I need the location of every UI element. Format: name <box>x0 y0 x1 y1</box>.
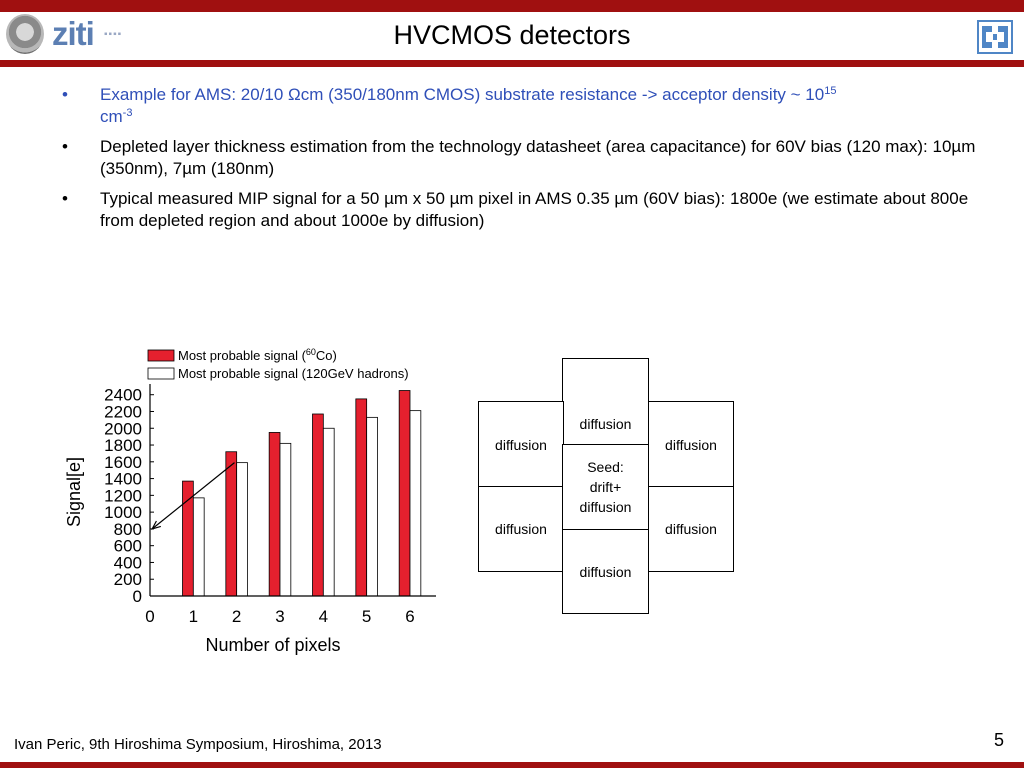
legend-label-co60: Most probable signal (60Co) <box>178 347 337 363</box>
ziti-logo-dots: ▪▪▪▪ <box>104 29 123 40</box>
x-tick-label: 6 <box>405 607 414 626</box>
bar-co60 <box>312 413 324 597</box>
bullet-text-unit: cm <box>100 107 123 126</box>
top-band <box>0 0 1024 12</box>
y-tick-label: 1000 <box>104 503 142 522</box>
y-tick-label: 1600 <box>104 453 142 472</box>
bar-hadrons <box>192 497 205 597</box>
x-tick-label: 1 <box>189 607 198 626</box>
bullet-item-mip-signal: • Typical measured MIP signal for a 50 µ… <box>62 189 969 230</box>
y-tick-label: 800 <box>114 520 142 539</box>
y-tick-label: 1200 <box>104 486 142 505</box>
x-tick-label: 4 <box>319 607 328 626</box>
bar-hadrons <box>409 410 422 597</box>
bullet-text: Example for AMS: 20/10 Ωcm (350/180nm CM… <box>100 85 825 104</box>
page-number: 5 <box>994 730 1005 750</box>
y-tick-label: 600 <box>114 537 142 556</box>
diagram-cell-top: diffusion <box>562 358 649 446</box>
bar-hadrons <box>322 427 335 597</box>
bullet-sup: 15 <box>824 85 837 97</box>
bar-co60 <box>182 480 194 597</box>
x-tick-label: 3 <box>275 607 284 626</box>
institute-logo-icon <box>977 20 1013 54</box>
footer-citation: Ivan Peric, 9th Hiroshima Symposium, Hir… <box>14 736 382 753</box>
y-tick-label: 1800 <box>104 436 142 455</box>
x-tick-label: 2 <box>232 607 241 626</box>
bar-hadrons <box>366 416 378 597</box>
slide-title: HVCMOS detectors <box>393 20 631 50</box>
ziti-logo: ziti ▪▪▪▪ <box>52 15 132 53</box>
university-seal-logo <box>6 14 44 54</box>
bullet-sup-unit: -3 <box>122 107 133 119</box>
bar-hadrons <box>279 442 292 597</box>
legend-label-hadrons: Most probable signal (120GeV hadrons) <box>178 366 409 381</box>
x-tick-label: 0 <box>145 607 154 626</box>
bullet-text: Typical measured MIP signal for a 50 µm … <box>100 189 969 230</box>
y-axis-label: Signal[e] <box>64 457 84 527</box>
bar-co60 <box>225 451 238 597</box>
y-tick-label: 0 <box>133 587 142 606</box>
ziti-logo-text: ziti <box>52 15 95 52</box>
y-tick-label: 1400 <box>104 470 142 489</box>
bullet-item-depletion: • Depleted layer thickness estimation fr… <box>62 137 976 178</box>
bar-hadrons <box>236 462 248 597</box>
y-tick-label: 2200 <box>104 402 142 421</box>
bar-co60 <box>355 398 368 597</box>
legend-swatch-co60 <box>147 349 175 362</box>
bar-co60 <box>398 390 411 597</box>
diagram-cell-bottom: diffusion <box>562 528 649 614</box>
y-tick-label: 2000 <box>104 419 142 438</box>
diagram-cell-upper-right: diffusion <box>648 401 734 488</box>
annotation-arrow-line <box>151 462 235 530</box>
bullet-text: Depleted layer thickness estimation from… <box>100 137 976 178</box>
diagram-cell-lower-left: diffusion <box>478 486 564 572</box>
bullet-list: • Example for AMS: 20/10 Ωcm (350/180nm … <box>58 84 978 240</box>
diagram-cell-lower-right: diffusion <box>648 486 734 572</box>
y-tick-label: 400 <box>114 553 142 572</box>
y-tick-label: 2400 <box>104 386 142 405</box>
signal-bar-chart: Most probable signal (60Co) Most probable… <box>64 347 436 655</box>
diagram-cell-seed: Seed: drift+ diffusion <box>562 444 649 530</box>
bottom-band <box>0 762 1024 768</box>
header-underline-band <box>0 60 1024 67</box>
bullet-item-substrate: • Example for AMS: 20/10 Ωcm (350/180nm … <box>62 85 837 126</box>
bar-co60 <box>268 432 281 597</box>
diagram-cell-upper-left: diffusion <box>478 401 564 488</box>
legend-swatch-hadrons <box>147 367 175 380</box>
y-tick-label: 200 <box>114 570 142 589</box>
x-axis-label: Number of pixels <box>205 635 340 655</box>
annotation-arrow-head <box>150 520 161 530</box>
pixel-cluster-diagram: diffusion diffusion diffusion diffusion … <box>476 356 736 616</box>
x-tick-label: 5 <box>362 607 371 626</box>
